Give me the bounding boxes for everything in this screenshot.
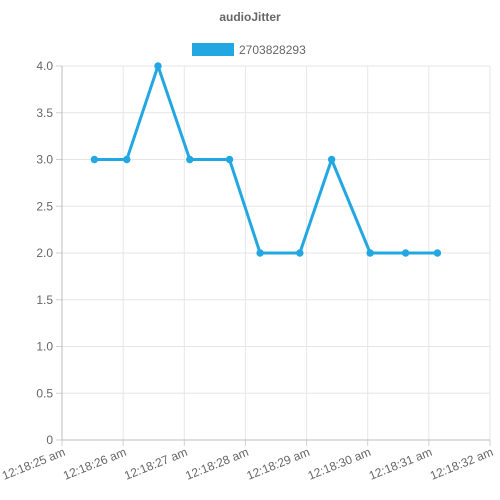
data-point: [401, 249, 410, 257]
y-tick-label: 3.0: [36, 153, 53, 167]
grid: [61, 65, 491, 441]
x-tick-label: 12:18:25 am: [0, 445, 67, 483]
data-point: [90, 155, 99, 164]
data-point: [327, 155, 336, 164]
y-tick-label: 1.5: [36, 293, 53, 307]
x-tick-label: 12:18:32 am: [428, 445, 495, 483]
x-tick-label: 12:18:28 am: [183, 445, 250, 483]
y-axis-tick-labels: 0 0.5 1.0 1.5 2.0 2.5 3.0 3.5 4.0: [36, 59, 53, 447]
y-tick-label: 3.5: [36, 106, 53, 120]
x-tick-label: 12:18:27 am: [122, 445, 189, 483]
data-point: [123, 155, 131, 164]
x-tick-label: 12:18:26 am: [61, 445, 128, 483]
data-point: [256, 249, 264, 257]
chart-title: audioJitter: [219, 10, 281, 24]
legend-swatch: [192, 43, 234, 56]
y-tick-label: 4.0: [36, 59, 53, 73]
legend-label: 2703828293: [239, 43, 306, 57]
data-point: [154, 62, 162, 70]
y-tick-label: 2.5: [36, 199, 53, 213]
y-tick-label: 2.0: [36, 246, 53, 260]
legend[interactable]: 2703828293: [192, 43, 306, 57]
x-tick-label: 12:18:29 am: [245, 445, 312, 483]
data-point: [186, 155, 194, 164]
data-point: [366, 249, 374, 257]
y-tick-label: 0.5: [36, 386, 53, 400]
y-tick-label: 1.0: [36, 340, 53, 354]
x-tick-label: 12:18:31 am: [367, 445, 434, 483]
data-point: [296, 249, 304, 257]
data-point: [225, 155, 234, 164]
y-tick-label: 0: [46, 433, 53, 447]
data-point: [433, 249, 442, 257]
data-series: [90, 62, 442, 257]
x-tick-label: 12:18:30 am: [306, 445, 373, 483]
axes: [56, 65, 491, 446]
